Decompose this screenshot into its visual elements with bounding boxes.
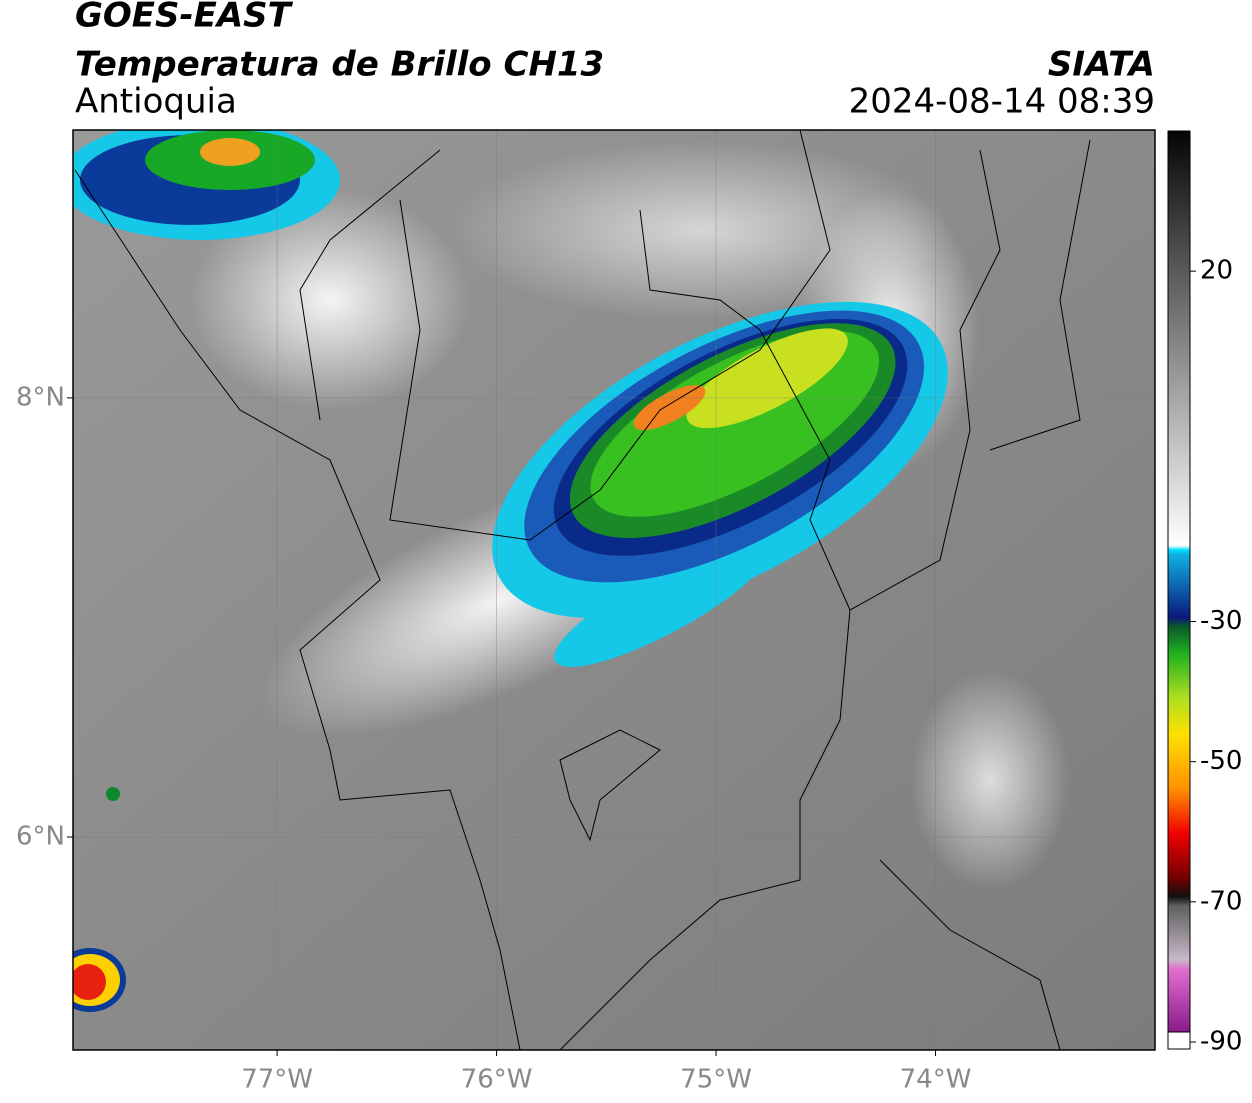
colorbar xyxy=(1167,130,1191,1033)
colorbar-under xyxy=(1167,1031,1191,1050)
title: GOES-EAST xyxy=(75,0,294,36)
source: SIATA xyxy=(1048,45,1155,85)
y-tick-label: 6°N xyxy=(16,822,65,852)
region: Antioquia xyxy=(75,82,237,122)
colorbar-tick-label: -90 xyxy=(1200,1026,1242,1056)
subtitle: Temperatura de Brillo CH13 xyxy=(75,45,604,85)
x-tick-label: 74°W xyxy=(900,1065,972,1095)
x-tick-label: 75°W xyxy=(680,1065,752,1095)
grid xyxy=(73,130,1155,1050)
y-tick-label: 8°N xyxy=(16,382,65,412)
borders xyxy=(74,130,1091,1050)
colorbar-tick-label: -50 xyxy=(1200,746,1242,776)
colorbar-tick-label: 20 xyxy=(1200,256,1233,286)
colorbar-tick-label: -30 xyxy=(1200,606,1242,636)
imagery xyxy=(73,130,1155,1050)
map-frame xyxy=(72,129,1156,1051)
x-tick-label: 77°W xyxy=(241,1065,313,1095)
ticks: 77°W 76°W 75°W 74°W 6°N 8°N -90 -70 -50 -30 20 xyxy=(16,256,1242,1095)
datetime: 2024-08-14 08:39 xyxy=(849,82,1155,122)
colorbar-tick-label: -70 xyxy=(1200,886,1242,916)
x-tick-label: 76°W xyxy=(461,1065,533,1095)
